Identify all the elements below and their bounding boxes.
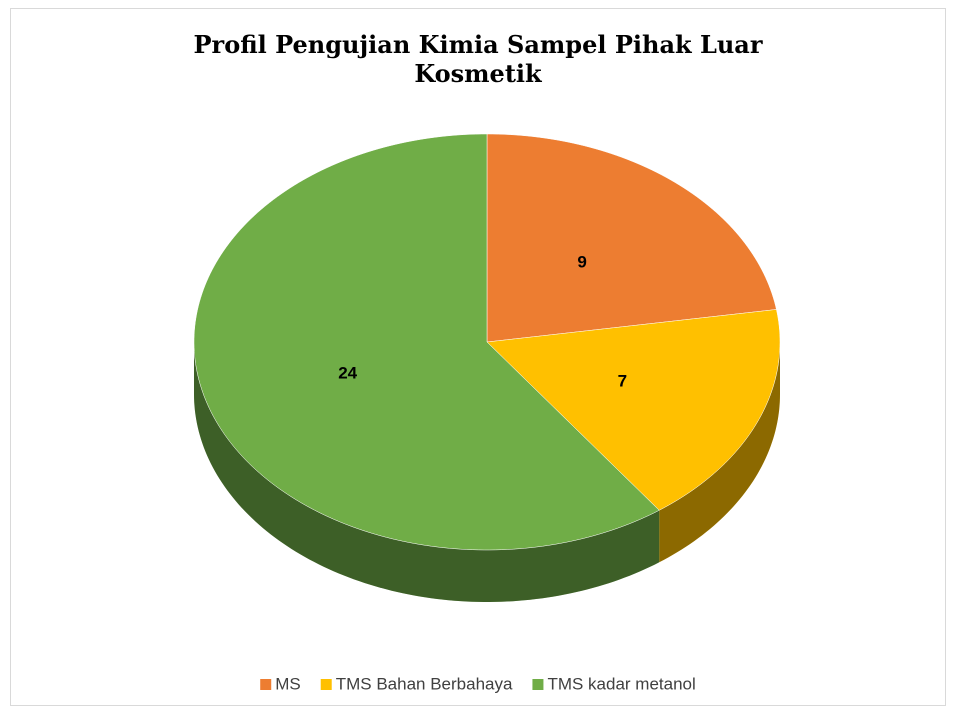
slice-side-shade <box>659 342 780 563</box>
legend-swatch <box>320 679 332 690</box>
legend-label: MS <box>275 674 301 693</box>
data-label: 24 <box>338 364 357 383</box>
slice-side-shade <box>194 342 660 602</box>
legend-swatch <box>532 679 544 690</box>
legend-label: TMS kadar metanol <box>547 674 695 693</box>
data-label: 7 <box>618 371 627 390</box>
chart-title: Profil Pengujian Kimia Sampel Pihak Luar… <box>193 30 763 88</box>
chart-frame <box>10 8 946 706</box>
legend-swatch <box>260 679 272 690</box>
slice <box>486 133 777 343</box>
slice-side <box>659 342 780 563</box>
data-label: 9 <box>577 252 586 271</box>
legend-label: TMS Bahan Berbahaya <box>336 674 513 693</box>
slice <box>486 309 781 511</box>
slice <box>193 133 660 551</box>
slice-side <box>194 342 660 602</box>
